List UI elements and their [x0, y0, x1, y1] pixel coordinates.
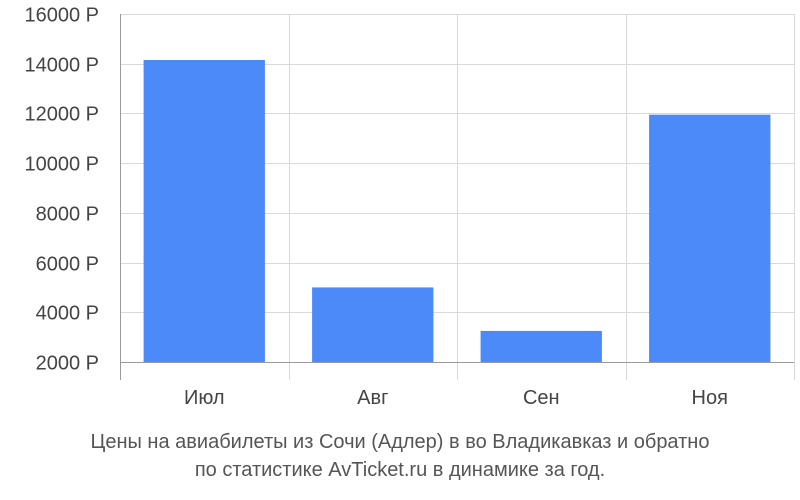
y-tick-label: 12000 Р — [24, 104, 99, 126]
chart-caption: Цены на авиабилеты из Сочи (Адлер) в во … — [0, 428, 800, 484]
y-axis-tick-labels: 2000 Р 4000 Р 6000 Р 8000 Р 10000 Р 12000 Р 14… — [24, 5, 99, 375]
bar-3 — [480, 330, 602, 362]
y-tick-label: 4000 Р — [36, 303, 99, 325]
y-tick-label: 6000 Р — [36, 254, 99, 276]
bar-4 — [649, 114, 771, 363]
x-tick-label: Сен — [523, 387, 560, 409]
bar-2 — [312, 287, 434, 362]
axes — [120, 14, 794, 380]
x-axis-tick-labels: Июл Авг Сен Ноя — [184, 387, 728, 409]
y-tick-label: 16000 Р — [24, 5, 99, 27]
bar-1 — [143, 59, 265, 362]
x-tick-label: Июл — [184, 387, 225, 409]
y-tick-label: 8000 Р — [36, 204, 99, 226]
y-tick-label: 10000 Р — [24, 154, 99, 176]
caption-line-1: Цены на авиабилеты из Сочи (Адлер) в во … — [90, 431, 710, 453]
y-tick-label: 2000 Р — [36, 353, 99, 375]
x-tick-label: Ноя — [692, 387, 728, 409]
bars — [143, 59, 771, 363]
bar-chart: 2000 Р 4000 Р 6000 Р 8000 Р 10000 Р 12000 Р 14… — [24, 5, 795, 409]
caption-line-2: по статистике AvTicket.ru в динамике за … — [194, 459, 606, 481]
y-tick-label: 14000 Р — [24, 55, 99, 77]
x-tick-label: Авг — [357, 387, 388, 409]
